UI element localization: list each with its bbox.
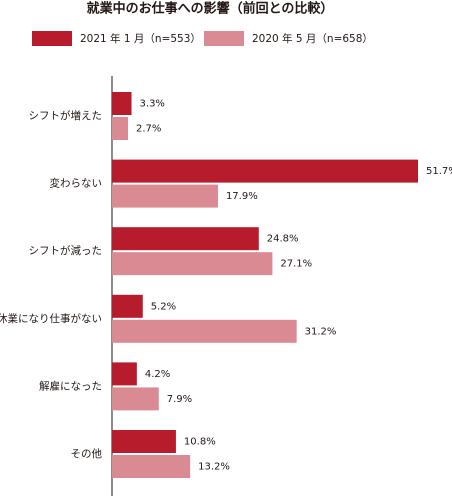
bar — [112, 294, 143, 318]
category-label: シフトが減った — [29, 244, 103, 257]
value-label: 31.2% — [305, 326, 337, 337]
value-label: 51.7% — [426, 166, 452, 177]
value-label: 3.3% — [140, 99, 165, 110]
legend-swatch — [204, 31, 244, 46]
value-label: 24.8% — [267, 234, 299, 245]
bar — [112, 362, 137, 386]
value-label: 5.2% — [151, 301, 176, 312]
value-label: 13.2% — [198, 462, 230, 473]
value-label: 10.8% — [184, 437, 216, 448]
legend-swatch — [32, 31, 72, 46]
bar — [112, 227, 259, 251]
bar — [112, 117, 128, 140]
bar — [112, 92, 132, 115]
category-label: 変わらない — [50, 177, 103, 190]
value-label: 17.9% — [226, 191, 258, 202]
bar — [112, 387, 159, 411]
bar — [112, 455, 191, 478]
chart-title: 就業中のお仕事への影響（前回との比較） — [87, 1, 334, 17]
value-label: 2.7% — [136, 124, 161, 135]
category-label: 解雇になった — [39, 379, 102, 392]
legend-label: 2021 年 1 月（n=553） — [80, 32, 201, 45]
value-label: 7.9% — [167, 394, 192, 405]
legend-label: 2020 年 5 月（n=658） — [252, 32, 373, 45]
bar — [112, 430, 176, 453]
bar — [112, 184, 218, 208]
category-label: 休業になり仕事がない — [0, 312, 102, 325]
category-label: シフトが増えた — [29, 109, 103, 122]
bar — [112, 159, 418, 183]
value-label: 27.1% — [280, 259, 312, 270]
value-label: 4.2% — [145, 369, 170, 380]
bar — [112, 319, 297, 343]
bar — [112, 252, 273, 276]
category-label: その他 — [71, 447, 103, 460]
